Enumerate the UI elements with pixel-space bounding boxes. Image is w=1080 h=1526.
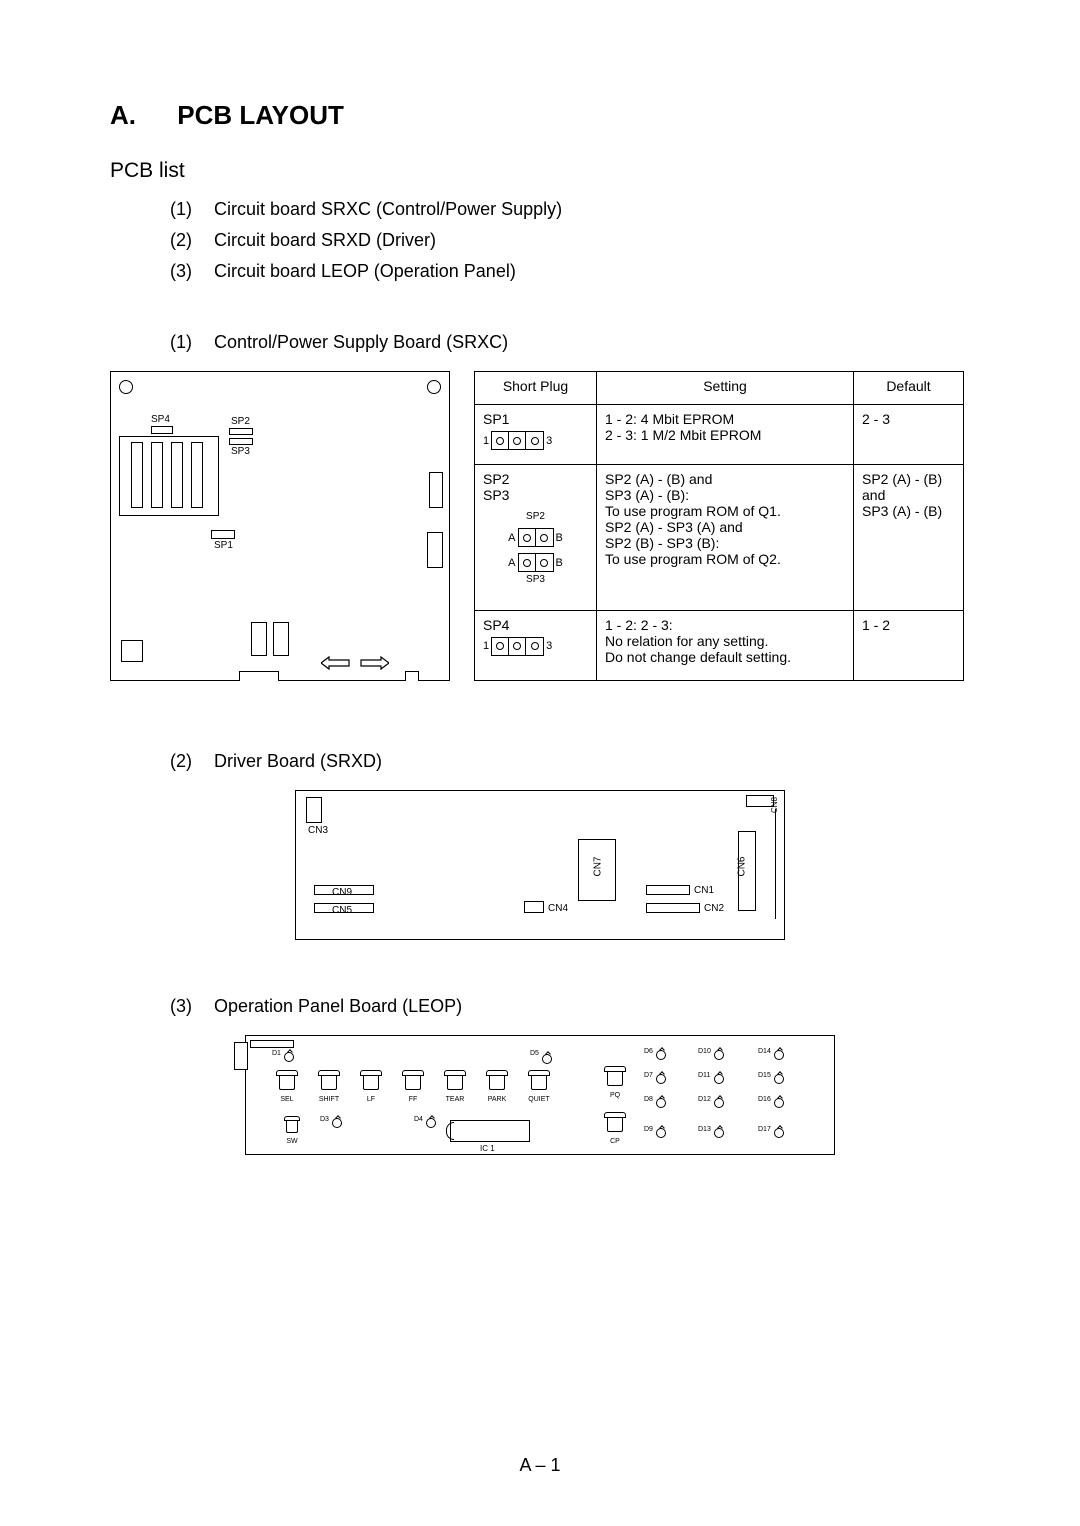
cn3-label: CN3: [308, 825, 328, 836]
pcb-list-item: (3) Circuit board LEOP (Operation Panel): [110, 261, 970, 282]
plug-name: SP4: [483, 617, 588, 633]
th-plug: Short Plug: [475, 372, 597, 405]
short-plug-table: Short Plug Setting Default SP1 1 3 1 - 2…: [474, 371, 964, 681]
section-text: Operation Panel Board (LEOP): [214, 996, 462, 1017]
leop-diagram: D1 SEL SHIFT LF FF TEAR PARK QUIET D5 SW…: [245, 1035, 835, 1155]
pin-right-label: 3: [546, 435, 552, 447]
table-row: SP4 1 3 1 - 2: 2 - 3: No relation for an…: [475, 610, 964, 680]
sp3-label: SP3: [231, 446, 250, 457]
cn5-label: CN5: [332, 905, 352, 916]
setting-cell: SP2 (A) - (B) and SP3 (A) - (B): To use …: [597, 465, 854, 611]
pcb-list-item: (1) Circuit board SRXC (Control/Power Su…: [110, 199, 970, 220]
switch-icon: SHIFT: [318, 1070, 340, 1094]
th-default: Default: [854, 372, 964, 405]
section-heading: (3) Operation Panel Board (LEOP): [110, 996, 970, 1017]
plug-name: SP2: [483, 471, 588, 487]
plug-bot-label: SP3: [526, 574, 545, 585]
pin-right-label: 3: [546, 640, 552, 652]
plug-name: SP3: [483, 487, 588, 503]
pin-left-label: A: [508, 532, 515, 544]
setting-cell: 1 - 2: 4 Mbit EPROM 2 - 3: 1 M/2 Mbit EP…: [597, 405, 854, 465]
switch-icon: PARK: [486, 1070, 508, 1094]
cn7-label: CN7: [593, 856, 604, 876]
section-letter: A.: [110, 100, 170, 131]
section-text: PCB LAYOUT: [177, 100, 344, 130]
pin-right-label: B: [556, 557, 563, 569]
section-text: Control/Power Supply Board (SRXC): [214, 332, 508, 353]
led-label: D5: [530, 1050, 539, 1057]
default-cell: 2 - 3: [854, 405, 964, 465]
pin-left-label: 1: [483, 435, 489, 447]
srxd-diagram: CN3 CN9 CN5 CN4 CN7 CN1 CN2 CN6 CN8: [295, 790, 785, 940]
switch-icon: SW: [284, 1116, 300, 1136]
list-text: Circuit board LEOP (Operation Panel): [214, 261, 516, 282]
pin-left-label: A: [508, 557, 515, 569]
setting-cell: 1 - 2: 2 - 3: No relation for any settin…: [597, 610, 854, 680]
led-label: D1: [272, 1050, 281, 1057]
cn1-label: CN1: [694, 885, 714, 896]
ic-label: IC 1: [480, 1144, 495, 1153]
cn2-label: CN2: [704, 903, 724, 914]
switch-icon: FF: [402, 1070, 424, 1094]
page-number: A – 1: [0, 1455, 1080, 1476]
pin-left-label: 1: [483, 640, 489, 652]
default-cell: SP2 (A) - (B) and SP3 (A) - (B): [854, 465, 964, 611]
switch-icon: PQ: [604, 1066, 626, 1090]
sp1-label: SP1: [214, 540, 233, 551]
list-num: (3): [170, 261, 214, 282]
section-heading: (1) Control/Power Supply Board (SRXC): [110, 332, 970, 353]
switch-icon: LF: [360, 1070, 382, 1094]
section-num: (2): [170, 751, 214, 772]
section-heading: (2) Driver Board (SRXD): [110, 751, 970, 772]
cn4-label: CN4: [548, 903, 568, 914]
led-label: D4: [414, 1116, 423, 1123]
switch-icon: QUIET: [528, 1070, 550, 1094]
switch-icon: CP: [604, 1112, 626, 1136]
section-text: Driver Board (SRXD): [214, 751, 382, 772]
plug-name: SP1: [483, 411, 588, 427]
th-setting: Setting: [597, 372, 854, 405]
cn9-label: CN9: [332, 887, 352, 898]
pcb-list-item: (2) Circuit board SRXD (Driver): [110, 230, 970, 251]
default-cell: 1 - 2: [854, 610, 964, 680]
cn6-label: CN6: [736, 856, 747, 876]
list-text: Circuit board SRXD (Driver): [214, 230, 436, 251]
list-num: (2): [170, 230, 214, 251]
list-num: (1): [170, 199, 214, 220]
pcb-list-heading: PCB list: [110, 159, 970, 183]
list-text: Circuit board SRXC (Control/Power Supply…: [214, 199, 562, 220]
srxc-diagram: SP4 SP2 SP3 SP1: [110, 371, 450, 681]
plug-top-label: SP2: [526, 511, 545, 522]
switch-icon: TEAR: [444, 1070, 466, 1094]
sp2-label: SP2: [231, 416, 250, 427]
table-row: SP2 SP3 SP2 A B A B SP3: [475, 465, 964, 611]
section-num: (3): [170, 996, 214, 1017]
section-title: A. PCB LAYOUT: [110, 100, 970, 131]
sp4-label: SP4: [151, 414, 170, 425]
section-num: (1): [170, 332, 214, 353]
led-label: D3: [320, 1116, 329, 1123]
table-row: SP1 1 3 1 - 2: 4 Mbit EPROM 2 - 3: 1 M/2…: [475, 405, 964, 465]
switch-icon: SEL: [276, 1070, 298, 1094]
pin-right-label: B: [556, 532, 563, 544]
